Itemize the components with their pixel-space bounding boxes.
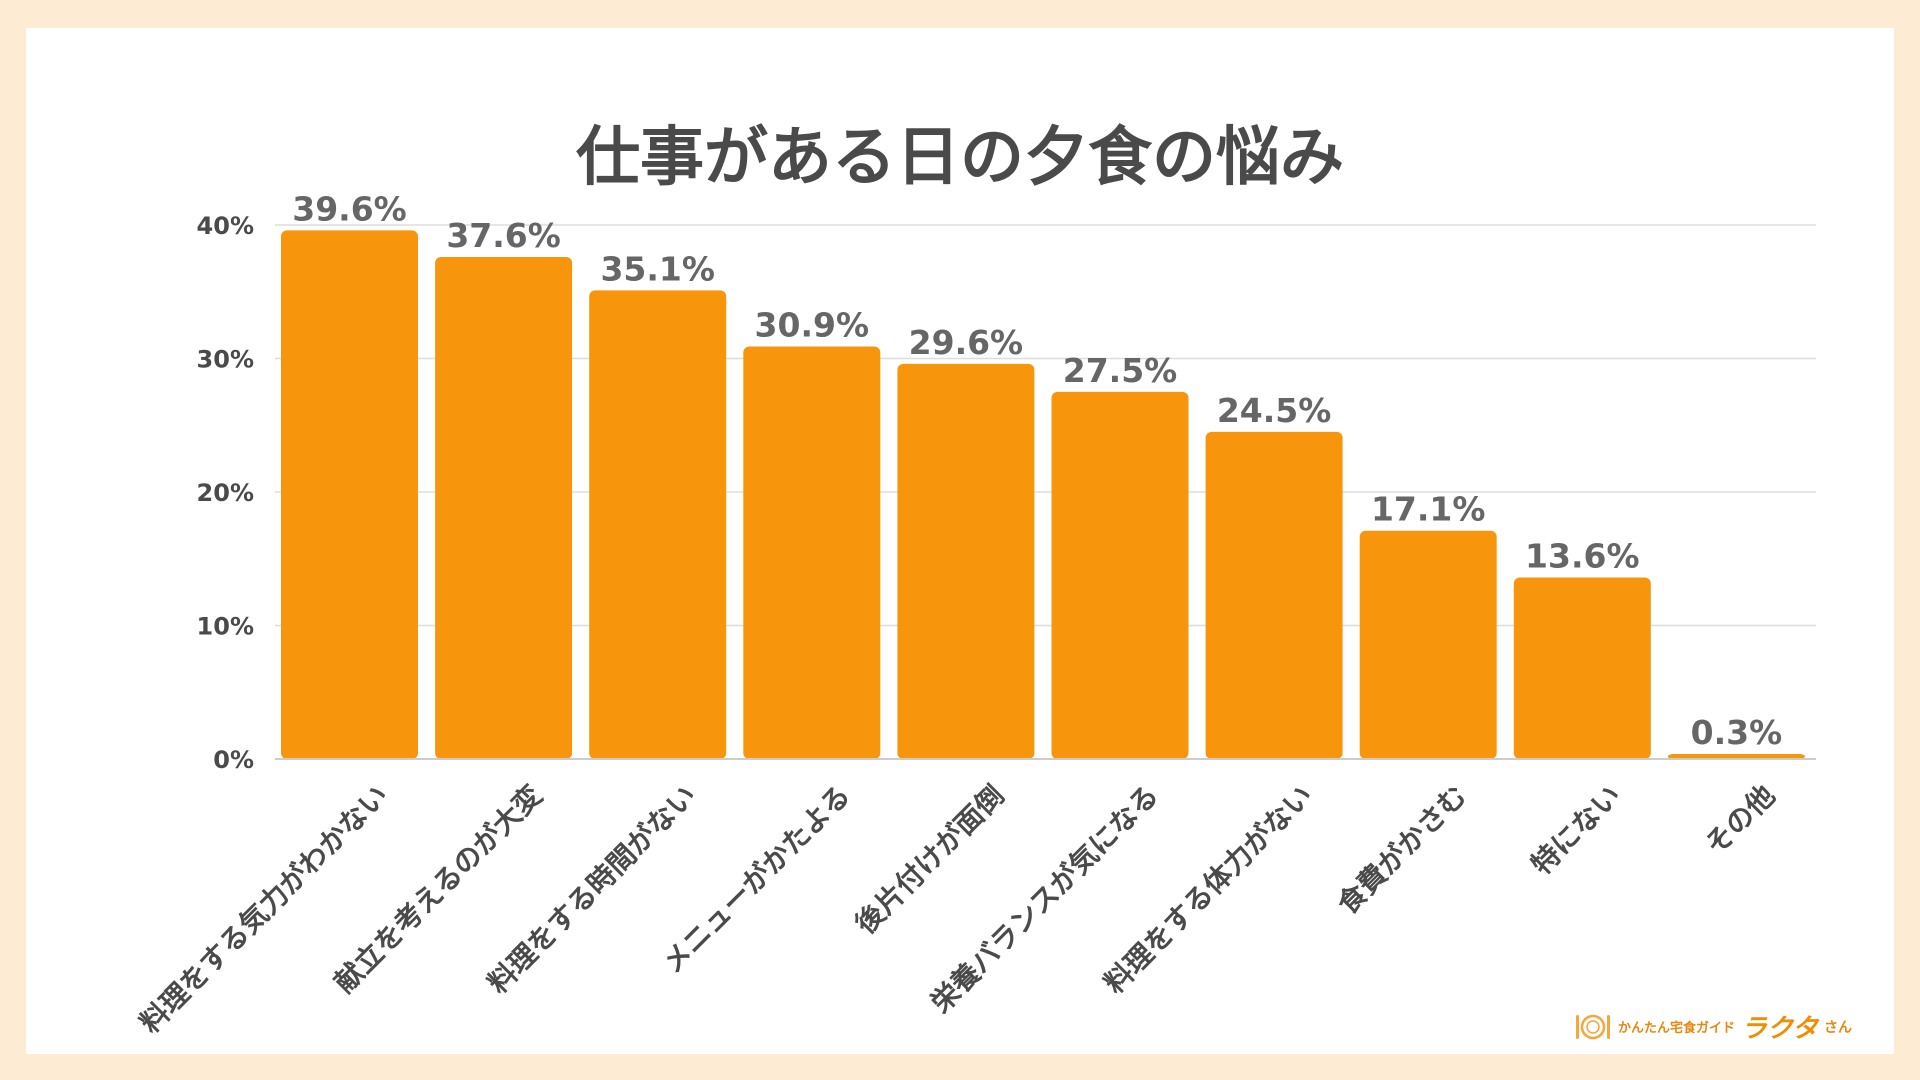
chart-card: 仕事がある日の夕食の悩み 0% 10% 20% 30% 40% 39.6% 料理をする気力が… xyxy=(26,28,1894,1054)
x-category-label: 後片付けが面倒 xyxy=(849,779,1011,941)
data-label: 39.6% xyxy=(292,189,407,228)
x-category-label: 特にない xyxy=(1525,779,1628,882)
bar xyxy=(589,290,727,759)
x-category-label: その他 xyxy=(1699,779,1782,862)
logo-subtitle: かんたん宅食ガイド xyxy=(1618,1021,1736,1036)
bar-chart: 0%10%20%30%40% 39.6%料理をする気力がわかない37.6%献立を考… xyxy=(134,189,1816,1040)
x-category-label: 料理をする気力がわかない xyxy=(134,779,395,1040)
bar xyxy=(1513,577,1651,759)
data-label: 30.9% xyxy=(755,305,870,344)
data-label: 37.6% xyxy=(446,216,561,255)
bar xyxy=(1359,530,1497,759)
data-label: 0.3% xyxy=(1691,713,1783,752)
bar xyxy=(1051,391,1189,759)
y-tick-label: 30% xyxy=(197,346,254,374)
y-tick-label: 20% xyxy=(197,479,254,507)
data-label: 29.6% xyxy=(909,323,1024,362)
data-label: 24.5% xyxy=(1217,391,1332,430)
bar xyxy=(435,257,573,759)
y-tick-label: 10% xyxy=(197,613,254,641)
bar xyxy=(743,346,881,759)
logo-suffix: さん xyxy=(1823,1019,1852,1036)
logo-wordmark: ラクタ xyxy=(1741,1014,1818,1044)
data-label: 13.6% xyxy=(1525,536,1640,575)
bar xyxy=(897,363,1035,759)
brand-logo: かんたん宅食ガイド ラクタ さん xyxy=(1574,1008,1852,1045)
chart-title: 仕事がある日の夕食の悩み xyxy=(576,121,1344,195)
data-label: 17.1% xyxy=(1371,490,1486,529)
bar xyxy=(1205,431,1343,759)
data-label: 27.5% xyxy=(1063,351,1178,390)
y-tick-label: 0% xyxy=(213,746,254,774)
x-category-label: 食費がかさむ xyxy=(1331,779,1473,921)
bar xyxy=(281,230,418,760)
y-tick-label: 40% xyxy=(197,212,254,240)
data-label: 35.1% xyxy=(600,249,715,288)
plate-fork-knife-icon xyxy=(1576,1014,1610,1039)
bar xyxy=(1667,754,1805,759)
